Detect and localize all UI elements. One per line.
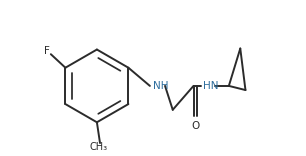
Text: CH₃: CH₃ <box>90 142 108 152</box>
Text: F: F <box>44 46 50 56</box>
Text: O: O <box>191 121 200 131</box>
Text: NH: NH <box>153 81 169 91</box>
Text: HN: HN <box>203 81 218 91</box>
